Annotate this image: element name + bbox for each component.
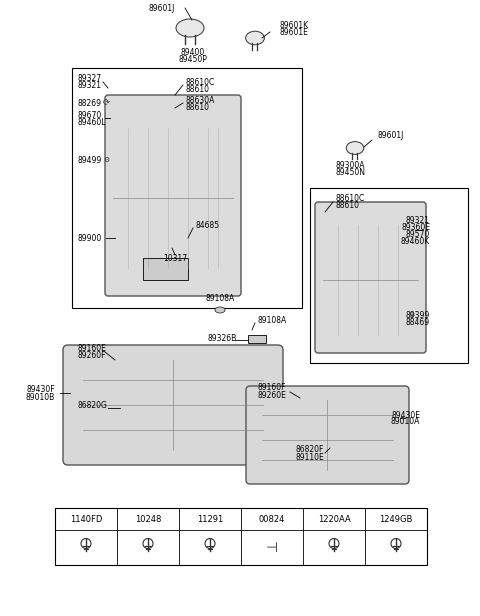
Text: 89300A: 89300A bbox=[335, 161, 364, 169]
Text: 88610: 88610 bbox=[185, 102, 209, 111]
Text: 86820F: 86820F bbox=[295, 445, 324, 455]
Text: 89460K: 89460K bbox=[401, 237, 430, 246]
Text: 89430F: 89430F bbox=[26, 386, 55, 394]
Text: ⟳: ⟳ bbox=[103, 99, 110, 108]
Text: 89450N: 89450N bbox=[335, 168, 365, 177]
Text: 89260E: 89260E bbox=[258, 391, 287, 400]
Text: 88269: 88269 bbox=[78, 99, 102, 108]
Bar bbox=[248, 335, 266, 343]
Text: ⊣: ⊣ bbox=[266, 540, 278, 554]
FancyBboxPatch shape bbox=[315, 202, 426, 353]
Ellipse shape bbox=[346, 142, 364, 155]
Text: 88610C: 88610C bbox=[185, 78, 214, 86]
Bar bbox=[310, 188, 468, 363]
Text: 10248: 10248 bbox=[135, 514, 161, 524]
Text: ⚙: ⚙ bbox=[409, 312, 415, 318]
Text: 89570: 89570 bbox=[406, 230, 430, 238]
Ellipse shape bbox=[215, 307, 225, 313]
Text: 89601E: 89601E bbox=[280, 28, 309, 36]
Text: 89326B: 89326B bbox=[208, 333, 237, 342]
Text: 84685: 84685 bbox=[195, 221, 219, 230]
Text: 1249GB: 1249GB bbox=[379, 514, 413, 524]
Text: 89430E: 89430E bbox=[391, 410, 420, 419]
Text: 00824: 00824 bbox=[259, 514, 285, 524]
Text: 89360E: 89360E bbox=[401, 222, 430, 232]
Bar bbox=[55, 508, 427, 565]
FancyBboxPatch shape bbox=[63, 345, 283, 465]
Text: 89260F: 89260F bbox=[78, 351, 107, 360]
Text: 10317: 10317 bbox=[163, 254, 187, 262]
Text: 89108A: 89108A bbox=[258, 315, 287, 325]
Text: 89010A: 89010A bbox=[391, 418, 420, 426]
Text: 89399: 89399 bbox=[406, 310, 430, 320]
Ellipse shape bbox=[176, 19, 204, 37]
Text: 89400: 89400 bbox=[181, 47, 205, 57]
Text: 89108A: 89108A bbox=[205, 293, 235, 302]
Text: 11291: 11291 bbox=[197, 514, 223, 524]
Bar bbox=[143, 258, 188, 280]
Text: ⚙: ⚙ bbox=[103, 157, 109, 163]
Text: 89160E: 89160E bbox=[78, 344, 107, 352]
Text: 88610C: 88610C bbox=[335, 193, 364, 203]
Text: 89327: 89327 bbox=[78, 73, 102, 83]
Text: 89460L: 89460L bbox=[78, 118, 107, 126]
Text: 89900: 89900 bbox=[78, 233, 102, 243]
Text: 89321: 89321 bbox=[78, 81, 102, 89]
Text: 89010B: 89010B bbox=[26, 392, 55, 402]
Ellipse shape bbox=[246, 31, 264, 45]
Bar bbox=[72, 68, 302, 308]
Text: 89601J: 89601J bbox=[149, 4, 175, 12]
Text: 88610: 88610 bbox=[185, 84, 209, 94]
Text: 89601K: 89601K bbox=[280, 20, 309, 30]
Text: 88610: 88610 bbox=[335, 200, 359, 209]
Text: 86820G: 86820G bbox=[78, 400, 108, 410]
Text: 89450P: 89450P bbox=[179, 54, 207, 63]
Text: 89321: 89321 bbox=[406, 216, 430, 224]
Text: 1220AA: 1220AA bbox=[318, 514, 350, 524]
Text: 88469: 88469 bbox=[406, 317, 430, 326]
FancyBboxPatch shape bbox=[246, 386, 409, 484]
Text: 89499: 89499 bbox=[78, 155, 102, 164]
Text: 89601J: 89601J bbox=[378, 131, 404, 139]
Bar bbox=[248, 435, 276, 447]
Text: 89110E: 89110E bbox=[295, 453, 324, 461]
Text: 89670: 89670 bbox=[78, 110, 102, 120]
Text: 89160F: 89160F bbox=[258, 384, 287, 392]
Text: 1140FD: 1140FD bbox=[70, 514, 102, 524]
FancyBboxPatch shape bbox=[105, 95, 241, 296]
Text: 88630A: 88630A bbox=[185, 95, 215, 105]
